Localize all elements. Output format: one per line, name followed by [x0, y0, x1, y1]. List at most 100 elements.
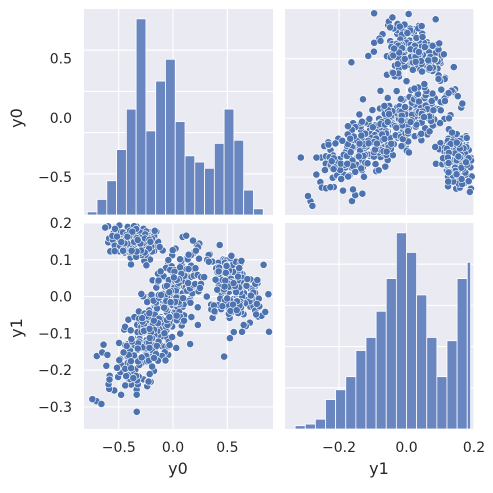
scatter-point — [464, 177, 473, 186]
x-tick-label: 0.0 — [395, 440, 417, 456]
scatter-point — [360, 172, 368, 181]
scatter-point — [343, 159, 352, 168]
scatter-point — [425, 127, 434, 136]
scatter-point — [137, 289, 146, 298]
scatter-point — [252, 310, 260, 319]
histogram-bar — [304, 423, 316, 430]
scatter-point — [122, 372, 131, 380]
scatter-point — [444, 177, 453, 186]
scatter-point — [327, 157, 336, 166]
scatter-point — [395, 48, 404, 57]
scatter-point — [184, 265, 193, 273]
scatter-point — [414, 97, 423, 106]
histogram-bar — [174, 121, 186, 216]
histogram-bar — [155, 80, 166, 216]
scatter-point — [115, 356, 124, 365]
scatter-point — [99, 340, 108, 349]
scatter-point — [220, 282, 229, 291]
scatter-point — [436, 106, 445, 115]
scatter-point — [172, 344, 181, 352]
scatter-point — [427, 97, 436, 105]
scatter-point — [408, 65, 417, 74]
scatter-point — [465, 188, 474, 196]
scatter-point — [392, 87, 401, 95]
scatter-point — [395, 22, 404, 31]
scatter-point — [144, 377, 153, 386]
y-tick-label: −0.2 — [38, 363, 72, 379]
scatter-point — [431, 143, 440, 151]
scatter-point — [344, 122, 352, 131]
histogram-bar — [86, 211, 98, 216]
scatter-point — [242, 281, 251, 290]
scatter-point — [373, 139, 381, 148]
scatter-point — [145, 343, 154, 352]
scatter-point — [186, 340, 195, 348]
scatter-point — [452, 138, 461, 147]
x-tick-label: 0.2 — [463, 440, 485, 456]
panel-scatter-y0-vs-y1 — [84, 221, 273, 429]
scatter-point — [172, 311, 181, 320]
scatter-point — [211, 275, 220, 284]
scatter-point — [312, 170, 321, 179]
scatter-point — [383, 118, 392, 126]
y-tick-label: −0.3 — [38, 400, 72, 416]
scatter-point — [411, 57, 420, 66]
scatter-point — [397, 142, 406, 151]
scatter-point — [376, 86, 385, 95]
scatter-point — [192, 246, 200, 255]
scatter-point — [226, 334, 234, 343]
scatter-point — [126, 326, 135, 335]
scatter-point — [435, 39, 444, 48]
scatter-point — [365, 115, 374, 123]
histogram-bar — [213, 142, 225, 216]
scatter-point — [121, 322, 129, 331]
scatter-point — [449, 63, 458, 71]
scatter-point — [402, 77, 411, 86]
scatter-point — [368, 123, 377, 132]
scatter-point — [462, 158, 470, 167]
scatter-point — [380, 134, 389, 143]
scatter-point — [392, 123, 401, 132]
scatter-point — [428, 41, 437, 50]
scatter-point — [420, 113, 428, 121]
scatter-point — [187, 313, 196, 321]
scatter-point — [261, 308, 270, 316]
scatter-point — [229, 300, 237, 309]
scatter-point — [364, 139, 373, 148]
scatter-point — [195, 254, 203, 263]
scatter-point — [370, 47, 378, 56]
scatter-point — [235, 264, 244, 272]
scatter-point — [445, 114, 453, 123]
scatter-point — [115, 339, 123, 347]
histogram-bar — [116, 149, 127, 216]
histogram-bar — [106, 180, 117, 216]
scatter-point — [156, 267, 165, 276]
scatter-point — [417, 129, 426, 138]
scatter-point — [88, 395, 97, 404]
scatter-point — [97, 400, 106, 408]
y-ticks-y1: −0.3 −0.2 −0.1 0.0 0.1 0.2 — [38, 216, 72, 416]
scatter-point — [184, 279, 193, 287]
scatter-point — [355, 139, 364, 148]
histogram-bar — [426, 337, 438, 430]
scatter-point — [223, 294, 232, 303]
scatter-point — [202, 292, 211, 301]
scatter-point — [338, 136, 347, 145]
scatter-point — [127, 357, 135, 366]
scatter-point — [149, 316, 158, 325]
x-tick-label: 0.5 — [216, 440, 238, 456]
scatter-point — [200, 273, 209, 282]
scatter-point — [229, 328, 238, 336]
scatter-point — [218, 302, 227, 311]
scatter-point — [157, 290, 165, 299]
scatter-point — [436, 119, 444, 127]
scatter-point — [127, 364, 136, 373]
histogram-bar — [294, 425, 306, 430]
histogram-bar — [385, 278, 397, 430]
scatter-point — [191, 264, 200, 273]
scatter-point — [400, 55, 409, 63]
scatter-point — [121, 381, 130, 390]
scatter-point — [133, 236, 142, 244]
scatter-point — [184, 250, 193, 259]
